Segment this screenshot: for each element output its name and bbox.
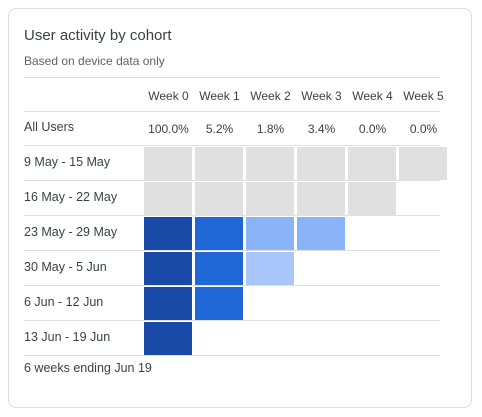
heatmap-cell-r4-c0[interactable] xyxy=(144,287,192,320)
heatmap-cell-r5-c0[interactable] xyxy=(144,322,192,355)
header-divider-top xyxy=(24,77,440,78)
row-label-2: 23 May - 29 May xyxy=(24,225,118,239)
heatmap-cell-r0-c1[interactable] xyxy=(195,147,243,180)
column-header-2: Week 2 xyxy=(250,89,291,103)
header-divider-bottom xyxy=(24,111,440,112)
all-users-divider xyxy=(24,145,440,146)
all-users-value-0: 100.0% xyxy=(148,122,189,136)
all-users-value-1: 5.2% xyxy=(205,122,234,136)
heatmap-cell-r0-c0[interactable] xyxy=(144,147,192,180)
column-header-1: Week 1 xyxy=(199,89,240,103)
column-header-5: Week 5 xyxy=(403,89,444,103)
heatmap-cell-r0-c5[interactable] xyxy=(399,147,447,180)
heatmap-cell-r2-c2[interactable] xyxy=(246,217,294,250)
heatmap-cell-r3-c2[interactable] xyxy=(246,252,294,285)
heatmap-cell-r4-c1[interactable] xyxy=(195,287,243,320)
all-users-value-5: 0.0% xyxy=(409,122,438,136)
row-divider-0 xyxy=(24,180,440,181)
row-label-1: 16 May - 22 May xyxy=(24,190,118,204)
heatmap-cell-r1-c4[interactable] xyxy=(348,182,396,215)
heatmap-cell-r2-c0[interactable] xyxy=(144,217,192,250)
row-divider-2 xyxy=(24,250,440,251)
all-users-label: All Users xyxy=(24,120,75,134)
column-header-0: Week 0 xyxy=(148,89,189,103)
heatmap-cell-r3-c0[interactable] xyxy=(144,252,192,285)
row-label-4: 6 Jun - 12 Jun xyxy=(24,295,104,309)
row-label-5: 13 Jun - 19 Jun xyxy=(24,330,111,344)
heatmap-cell-r2-c3[interactable] xyxy=(297,217,345,250)
row-label-3: 30 May - 5 Jun xyxy=(24,260,107,274)
heatmap-cell-r1-c3[interactable] xyxy=(297,182,345,215)
heatmap-cell-r0-c2[interactable] xyxy=(246,147,294,180)
heatmap-cell-r0-c3[interactable] xyxy=(297,147,345,180)
all-users-value-2: 1.8% xyxy=(256,122,285,136)
all-users-value-3: 3.4% xyxy=(307,122,336,136)
column-header-4: Week 4 xyxy=(352,89,393,103)
heatmap-cell-r1-c0[interactable] xyxy=(144,182,192,215)
heatmap-cell-r1-c2[interactable] xyxy=(246,182,294,215)
row-divider-4 xyxy=(24,320,440,321)
heatmap-cell-r3-c1[interactable] xyxy=(195,252,243,285)
chart-title: User activity by cohort xyxy=(24,27,172,44)
chart-footer: 6 weeks ending Jun 19 xyxy=(24,361,152,375)
row-divider-3 xyxy=(24,285,440,286)
column-header-3: Week 3 xyxy=(301,89,342,103)
heatmap-cell-r2-c1[interactable] xyxy=(195,217,243,250)
heatmap-cell-r0-c4[interactable] xyxy=(348,147,396,180)
row-label-0: 9 May - 15 May xyxy=(24,155,111,169)
heatmap-cell-r1-c1[interactable] xyxy=(195,182,243,215)
row-divider-1 xyxy=(24,215,440,216)
row-divider-5 xyxy=(24,355,440,356)
chart-subtitle: Based on device data only xyxy=(24,54,165,68)
all-users-value-4: 0.0% xyxy=(358,122,387,136)
